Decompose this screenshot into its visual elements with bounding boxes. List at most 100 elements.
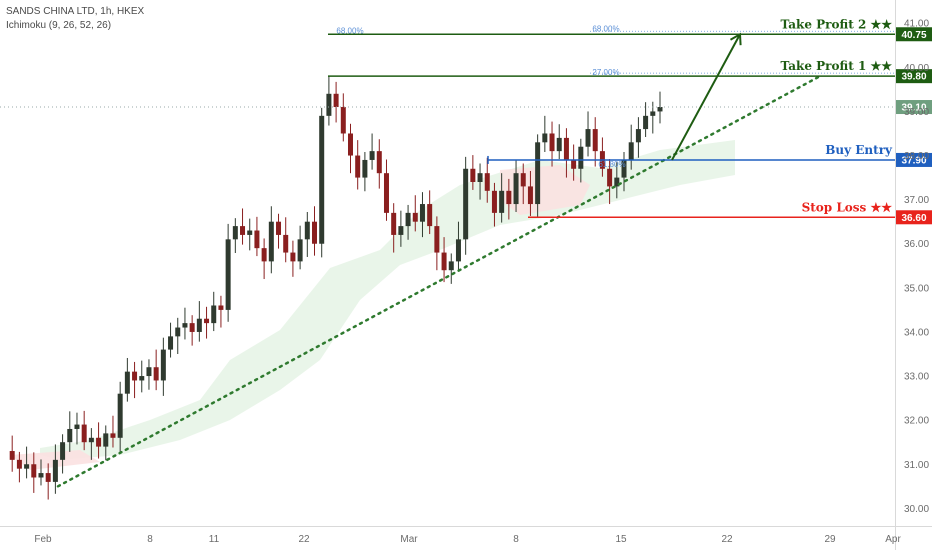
y-tick-label: 37.00 — [904, 195, 929, 206]
x-tick-label: 8 — [147, 534, 153, 545]
candle-body — [398, 226, 404, 235]
chart-header: SANDS CHINA LTD, 1h, HKEX Ichimoku (9, 2… — [6, 6, 145, 31]
candle-body — [124, 371, 130, 394]
trade-overlays: Take Profit 2 ★★ 40.75 Take Profit 1 ★★ 39.… — [0, 17, 932, 488]
candle-body — [463, 168, 469, 240]
candle-body — [81, 424, 87, 443]
candle-body — [578, 146, 584, 169]
x-tick-label: 15 — [615, 534, 627, 545]
candle-body — [419, 204, 425, 222]
x-tick-label: 29 — [824, 534, 836, 545]
candle-body — [88, 437, 94, 443]
candle-body — [585, 129, 591, 147]
candle-body — [448, 261, 454, 271]
candle-body — [405, 212, 411, 227]
y-tick-label: 36.00 — [904, 239, 929, 250]
candle-body — [412, 212, 418, 222]
candle-body — [592, 129, 598, 152]
candle-body — [67, 428, 73, 443]
candle-body — [477, 173, 483, 182]
level-annotation: Take Profit 1 ★★ — [780, 59, 892, 73]
x-tick-label: 8 — [513, 534, 519, 545]
y-tick-label: 40.00 — [904, 63, 929, 74]
candle-body — [218, 305, 224, 310]
x-tick-label: Mar — [400, 534, 418, 545]
x-tick-label: 11 — [209, 534, 220, 545]
candle-body — [254, 230, 260, 249]
candle-body — [52, 459, 58, 482]
candle-body — [146, 367, 152, 377]
x-tick-label: 22 — [721, 534, 733, 545]
candle-body — [362, 159, 368, 178]
candles — [9, 76, 663, 500]
candle-body — [347, 133, 353, 156]
candle-body — [621, 159, 627, 178]
candle-body — [563, 137, 569, 160]
x-tick-label: Apr — [885, 534, 901, 545]
candle-body — [340, 107, 346, 134]
candle-body — [182, 323, 188, 328]
candle-body — [643, 115, 649, 130]
price-badge-label: 39.80 — [901, 72, 926, 83]
candle-body — [225, 239, 231, 310]
candle-body — [117, 393, 123, 438]
candle-body — [24, 464, 30, 469]
fib-level-label: 68.00% — [592, 24, 619, 33]
candle-body — [369, 151, 375, 160]
candle-body — [614, 177, 620, 187]
candle-body — [484, 173, 490, 191]
x-tick-label: 22 — [298, 534, 310, 545]
y-tick-label: 31.00 — [904, 460, 929, 471]
projection-arrow-head — [729, 32, 742, 46]
candle-body — [333, 93, 339, 108]
x-tick-label: Feb — [34, 534, 52, 545]
candle-body — [650, 111, 656, 116]
candle-body — [153, 367, 159, 381]
candle-body — [211, 305, 217, 324]
price-badge-label: 36.60 — [901, 213, 926, 224]
candle-body — [391, 212, 397, 235]
candle-body — [45, 473, 51, 482]
y-tick-label: 32.00 — [904, 416, 929, 427]
candle-body — [204, 318, 210, 324]
y-tick-label: 41.00 — [904, 19, 929, 30]
candle-body — [232, 226, 238, 240]
candle-body — [470, 168, 476, 182]
candle-body — [168, 336, 174, 350]
projection-arrow-line — [671, 33, 741, 161]
candle-body — [297, 239, 303, 262]
candle-body — [535, 142, 541, 205]
price-badge — [896, 210, 932, 225]
candle-body — [434, 226, 440, 253]
candle-body — [441, 252, 447, 271]
candle-body — [499, 190, 505, 213]
candle-body — [247, 230, 253, 235]
candle-body — [276, 221, 282, 235]
candle-body — [383, 173, 389, 213]
y-tick-label: 39.00 — [904, 107, 929, 118]
price-badge — [896, 69, 932, 84]
candle-body — [635, 129, 641, 143]
candle-body — [319, 115, 325, 244]
candle-body — [60, 442, 66, 460]
candle-body — [132, 371, 138, 381]
y-tick-label: 33.00 — [904, 372, 929, 383]
y-tick-label: 38.00 — [904, 151, 929, 162]
candle-body — [290, 252, 296, 262]
cloud-area-green — [40, 140, 735, 460]
candle-body — [139, 376, 145, 381]
price-badge — [896, 152, 932, 167]
price-badge-label: 40.75 — [901, 30, 926, 41]
price-badge-label: 37.90 — [901, 155, 926, 166]
candle-body — [96, 437, 102, 447]
symbol-title: SANDS CHINA LTD, 1h, HKEX — [6, 6, 145, 17]
candle-body — [657, 107, 663, 112]
candle-body — [189, 323, 195, 332]
candle-body — [513, 173, 519, 205]
candle-body — [571, 159, 577, 169]
candle-body — [110, 433, 116, 438]
